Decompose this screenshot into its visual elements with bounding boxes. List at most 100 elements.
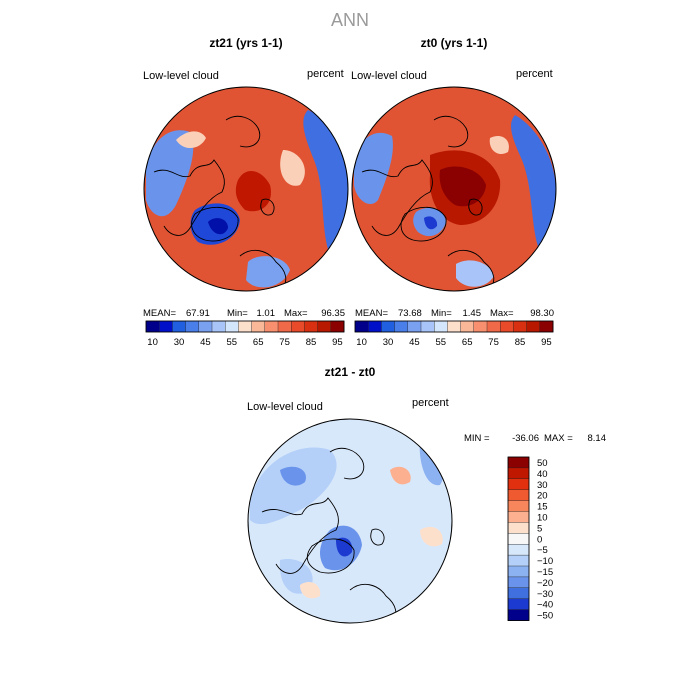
max-value: 96.35: [321, 308, 345, 319]
colorbar-frame: [145, 320, 345, 333]
variable-label: Low-level cloud: [351, 70, 427, 82]
main-title: ANN: [331, 10, 369, 30]
colorbar-swatch: [507, 511, 530, 523]
colorbar-swatch: [507, 587, 530, 600]
panel-difference: zt21 - zt0 Low-level cloud percent MIN =…: [247, 365, 607, 624]
colorbar-swatch: [513, 320, 528, 333]
colorbar-swatch: [330, 320, 345, 333]
min-value: -36.06: [512, 433, 539, 444]
coastline: [306, 538, 355, 574]
colorbar-swatch: [211, 320, 226, 333]
min-label: Min=: [227, 308, 248, 319]
colorbar-swatch: [158, 320, 173, 333]
colorbar: 10 30 45 55 65 75 85 95: [354, 320, 554, 348]
colorbar-swatch: [539, 320, 554, 333]
colorbar-swatch: [172, 320, 187, 333]
colorbar-swatch: [507, 554, 530, 567]
colorbar-tick-label: −5: [537, 545, 548, 556]
units-label: percent: [516, 68, 553, 80]
colorbar-swatch: [354, 320, 369, 333]
mean-label: MEAN=: [143, 308, 176, 319]
max-value: 98.30: [530, 308, 554, 319]
colorbar-tick-label: 45: [409, 337, 420, 348]
mean-value: 73.68: [398, 308, 422, 319]
coastline: [260, 198, 275, 216]
colorbar-swatch: [507, 478, 530, 491]
colorbar-tick-label: −20: [537, 578, 553, 589]
colorbar-swatch: [368, 320, 382, 333]
colorbar-swatch: [304, 320, 319, 333]
colorbar-tick-label: 65: [462, 337, 473, 348]
colorbar-tick-label: 15: [537, 502, 548, 513]
map-field: [248, 419, 452, 623]
colorbar-swatch: [486, 320, 501, 333]
colorbar-swatch: [407, 320, 422, 333]
colorbar-swatch: [473, 320, 488, 333]
colorbar-tick-label: −10: [537, 556, 553, 567]
colorbar-tick-label: −15: [537, 567, 553, 578]
colorbar-tick-label: 10: [356, 337, 367, 348]
field-warm-patch: [300, 582, 321, 599]
colorbar-swatch: [198, 320, 213, 333]
min-label: Min=: [431, 308, 452, 319]
colorbar-tick-label: 50: [537, 458, 548, 469]
coastline: [400, 206, 447, 242]
units-label: percent: [412, 397, 449, 409]
colorbar-tick-label: 65: [253, 337, 264, 348]
map-field: [144, 87, 348, 291]
colorbar-tick-label: 85: [306, 337, 317, 348]
min-value: 1.01: [257, 308, 276, 319]
map-field: [352, 87, 556, 291]
colorbar-tick-label: −50: [537, 611, 553, 622]
colorbar-tick-label: 95: [332, 337, 343, 348]
mean-label: MEAN=: [355, 308, 388, 319]
colorbar-tick-label: 30: [383, 337, 394, 348]
colorbar-swatch: [507, 544, 530, 556]
colorbar-tick-label: 0: [537, 534, 542, 545]
field-blue-patch: [280, 466, 306, 486]
colorbar-swatch: [224, 320, 239, 333]
max-label: Max=: [284, 308, 308, 319]
max-label: Max=: [490, 308, 514, 319]
min-label: MIN =: [464, 433, 490, 444]
variable-label: Low-level cloud: [143, 70, 219, 82]
coastline: [329, 447, 365, 480]
mean-value: 67.91: [186, 308, 210, 319]
colorbar-swatch: [381, 320, 396, 333]
colorbar-tick-label: 30: [174, 337, 185, 348]
colorbar-swatch: [264, 320, 279, 333]
colorbar-swatch: [447, 320, 462, 333]
panel-title: zt21 (yrs 1-1): [209, 36, 282, 50]
field-warm-patch: [390, 466, 411, 485]
panel-title: zt21 - zt0: [325, 365, 376, 379]
coastline: [239, 249, 287, 291]
colorbar-tick-label: 5: [537, 523, 542, 534]
colorbar-swatch: [238, 320, 253, 333]
colorbar: 10 30 45 55 65 75 85 95: [145, 320, 345, 348]
colorbar-swatch: [291, 320, 305, 333]
field-blue-south: [246, 256, 290, 288]
colorbar-swatch: [507, 533, 530, 545]
field-blue-core: [208, 218, 228, 235]
units-label: percent: [307, 68, 344, 80]
colorbar-tick-label: 85: [515, 337, 526, 348]
colorbar-swatch: [507, 456, 530, 469]
colorbar-tick-label: 10: [537, 512, 548, 523]
max-value: 8.14: [588, 433, 607, 444]
colorbar-tick-label: 95: [541, 337, 552, 348]
coastline: [153, 159, 225, 236]
colorbar-swatch: [460, 320, 475, 333]
colorbar-tick-label: 55: [227, 337, 238, 348]
field-darkest-core: [439, 166, 486, 207]
coastline: [225, 115, 261, 148]
coastline: [261, 497, 339, 574]
colorbar-swatch: [420, 320, 435, 333]
colorbar-tick-label: 10: [147, 337, 158, 348]
field-blue-west: [354, 132, 393, 205]
coastline: [447, 249, 495, 291]
colorbar-tick-label: 20: [537, 491, 548, 502]
colorbar-tick-label: 55: [436, 337, 447, 348]
colorbar-swatch: [507, 565, 530, 578]
